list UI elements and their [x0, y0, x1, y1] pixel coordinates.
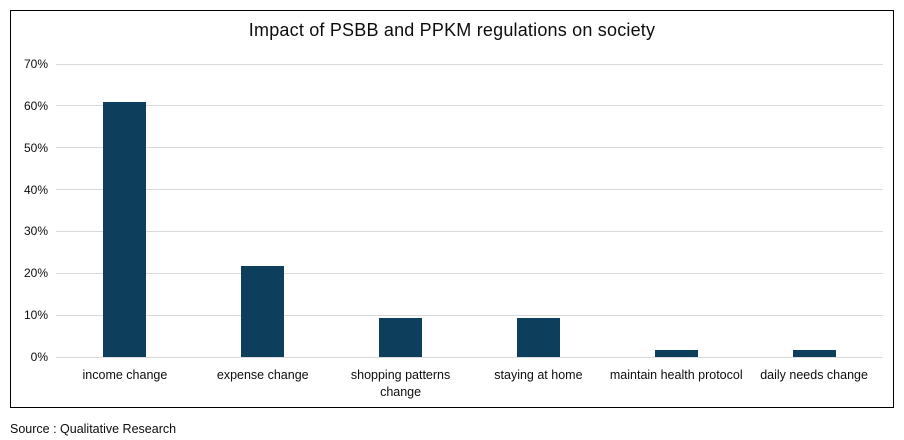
gridline: [56, 356, 883, 358]
gridline: [56, 105, 883, 107]
bar-shopping-patterns-change: [379, 318, 423, 357]
bar-maintain-health-protocol: [654, 349, 698, 357]
y-tick-label: 10%: [23, 308, 48, 323]
gridline: [56, 189, 883, 191]
y-tick-label: 50%: [23, 140, 48, 155]
x-category-label: shopping patterns change: [350, 368, 451, 399]
gridline: [56, 230, 883, 232]
bar-income-change: [103, 101, 147, 357]
gridline: [56, 314, 883, 316]
x-category-label: income change: [82, 368, 168, 382]
bar-expense-change: [241, 266, 285, 357]
y-tick-label: 20%: [23, 266, 48, 281]
x-category-label: maintain health protocol: [609, 368, 743, 382]
y-tick-label: 0%: [30, 350, 48, 364]
gridline: [56, 63, 883, 65]
y-tick-label: 40%: [23, 182, 48, 197]
x-category-label: daily needs change: [760, 368, 868, 382]
x-category-label: expense change: [216, 368, 309, 382]
y-tick-label: 70%: [23, 57, 48, 71]
chart-title: Impact of PSBB and PPKM regulations on s…: [248, 20, 656, 40]
chart-frame: Impact of PSBB and PPKM regulations on s…: [10, 10, 894, 408]
bar-staying-at-home: [516, 318, 560, 357]
x-category-label: staying at home: [494, 368, 583, 382]
gridline: [56, 272, 883, 274]
gridline: [56, 147, 883, 149]
bar-daily-needs-change: [792, 349, 836, 357]
source-note: Source : Qualitative Research: [10, 422, 177, 436]
y-tick-label: 30%: [23, 224, 48, 239]
y-tick-label: 60%: [23, 98, 48, 113]
